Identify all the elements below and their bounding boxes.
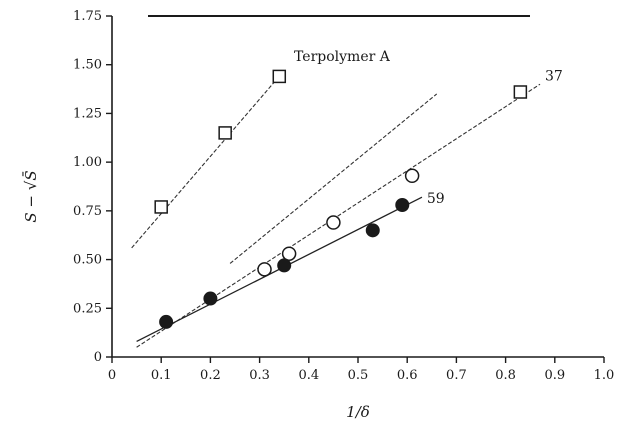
series-annotation: Terpolymer A xyxy=(294,49,391,65)
filled-circle-point xyxy=(395,198,410,213)
x-tick-label: 0.6 xyxy=(397,368,418,383)
x-tick-label: 0 xyxy=(108,368,116,383)
fit-line-series-1 xyxy=(136,83,541,348)
open-circle-point xyxy=(404,168,420,184)
series-annotation: 37 xyxy=(545,68,563,84)
open-square-point xyxy=(218,126,232,140)
y-axis-label: S − √S̄ xyxy=(22,170,40,222)
open-square-point xyxy=(272,69,287,84)
y-tick-label: 0.75 xyxy=(73,204,102,219)
x-tick-label: 0.7 xyxy=(446,368,467,383)
fit-line-series-0 xyxy=(131,70,285,249)
axes: 0 0.1 0.2 0.3 0.4 0.5 0.6 0.7 0.8 0.9 1.000.250.50… xyxy=(73,9,614,383)
y-tick-label: 1.50 xyxy=(73,58,102,73)
x-tick-label: 0.9 xyxy=(544,368,565,383)
filled-circle-point xyxy=(159,314,174,329)
x-tick-label: 0.4 xyxy=(298,368,319,383)
y-tick-label: 1.25 xyxy=(73,106,102,121)
fit-lines xyxy=(131,70,541,348)
fit-line-series-2 xyxy=(229,93,438,264)
filled-circle-point xyxy=(365,223,380,238)
open-square-point xyxy=(154,200,168,214)
x-tick-label: 0.1 xyxy=(151,368,172,383)
data-points xyxy=(154,69,528,329)
y-tick-label: 0.50 xyxy=(73,253,102,268)
series-annotation: 59 xyxy=(427,191,445,207)
open-square-point xyxy=(513,85,528,99)
x-tick-label: 0.5 xyxy=(348,368,369,383)
x-tick-label: 1.0 xyxy=(594,368,615,383)
y-tick-label: 1.00 xyxy=(73,155,102,170)
y-tick-label: 1.75 xyxy=(73,9,102,24)
x-tick-label: 0.2 xyxy=(200,368,221,383)
x-tick-label: 0.8 xyxy=(495,368,516,383)
y-tick-label: 0 xyxy=(94,350,102,365)
open-circle-point xyxy=(257,262,272,277)
filled-circle-point xyxy=(277,258,292,273)
open-circle-point xyxy=(326,215,341,230)
y-tick-label: 0.25 xyxy=(73,301,102,316)
filled-circle-point xyxy=(203,291,218,306)
open-circle-point xyxy=(281,246,297,261)
x-axis-label: 1/δ xyxy=(346,403,370,421)
labels: 1/δ S − √S̄ Terpolymer A 37 59 xyxy=(22,49,563,421)
x-tick-label: 0.3 xyxy=(249,368,270,383)
